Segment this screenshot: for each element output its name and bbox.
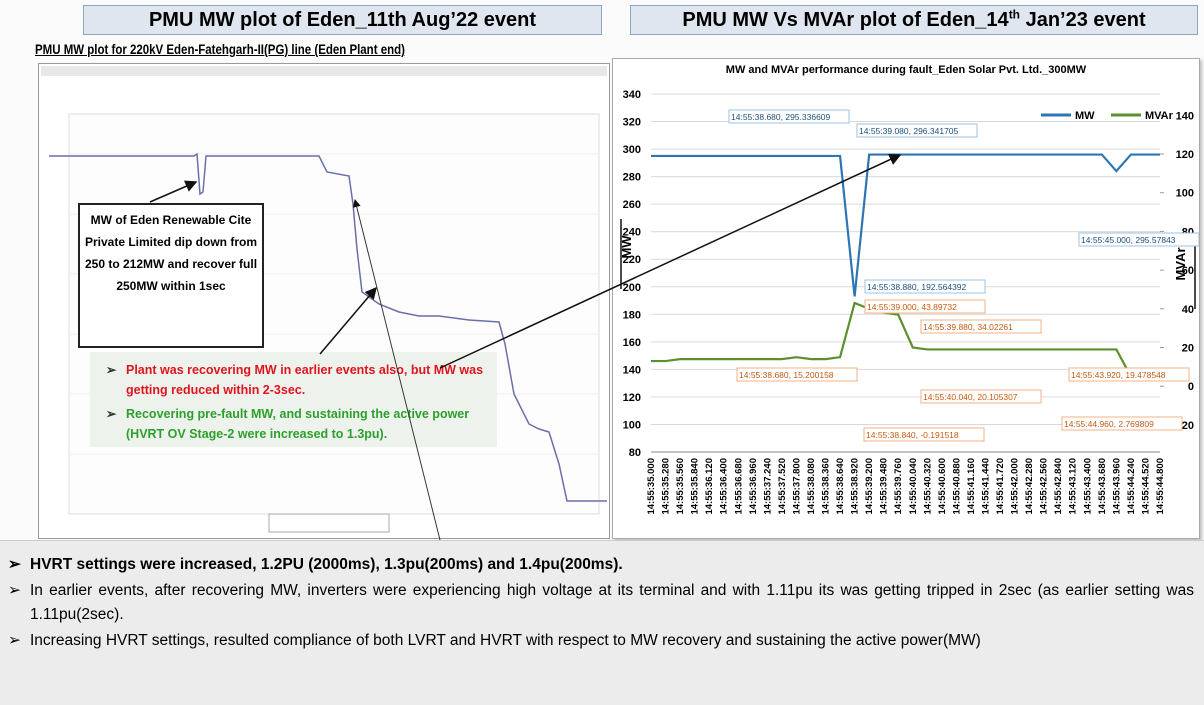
- annotation: 14:55:39.080, 296.341705: [859, 126, 959, 136]
- bullets: HVRT settings were increased, 1.2PU (200…: [0, 540, 1204, 705]
- x-tick-label: 14:55:41.440: [980, 458, 991, 515]
- bullet: Increasing HVRT settings, resulted compl…: [8, 629, 1194, 653]
- y-tick-label: 300: [623, 144, 641, 156]
- y-tick-label: 260: [623, 199, 641, 211]
- bullet: In earlier events, after recovering MW, …: [8, 579, 1194, 627]
- x-tick-label: 14:55:40.040: [908, 458, 919, 515]
- right-title: PMU MW Vs MVAr plot of Eden_14th Jan’23 …: [630, 5, 1198, 35]
- y2-tick-label: 120: [1176, 149, 1194, 161]
- annotation: 14:55:39.000, 43.89732: [867, 302, 957, 312]
- x-tick-label: 14:55:40.880: [951, 458, 962, 515]
- annotation: 14:55:40.040, 20.105307: [923, 392, 1018, 402]
- x-tick-label: 14:55:36.960: [748, 458, 759, 515]
- x-tick-label: 14:55:38.920: [850, 458, 861, 515]
- legend-label: MVAr: [1145, 110, 1174, 122]
- x-tick-label: 14:55:37.800: [791, 458, 802, 515]
- y-tick-label: 280: [623, 172, 641, 184]
- note: Recovering pre-fault MW, and sustaining …: [100, 404, 491, 444]
- annotation: 14:55:38.680, 15.200158: [739, 370, 834, 380]
- y2-axis-label: MVAr: [1173, 248, 1188, 281]
- x-tick-label: 14:55:35.840: [690, 458, 701, 515]
- y2-tick-label: 100: [1176, 188, 1194, 200]
- y-tick-label: 340: [623, 89, 641, 101]
- series-line: [651, 153, 1160, 297]
- x-tick-label: 14:55:37.520: [777, 458, 788, 515]
- annotation: 14:55:38.880, 192.564392: [867, 282, 967, 292]
- y-tick-label: 180: [623, 309, 641, 321]
- x-tick-label: 14:55:43.680: [1097, 458, 1108, 515]
- left-subtitle: PMU MW plot for 220kV Eden-Fatehgarh-II(…: [35, 41, 405, 57]
- annotation-box: [1068, 367, 1190, 382]
- x-tick-label: 14:55:39.760: [893, 458, 904, 515]
- x-tick-label: 14:55:38.080: [806, 458, 817, 515]
- legend-label: MW: [1075, 110, 1095, 122]
- x-tick-label: 14:55:40.600: [937, 458, 948, 515]
- x-tick-label: 14:55:41.720: [995, 458, 1006, 515]
- y2-tick-label: 60: [1182, 265, 1194, 277]
- x-tick-label: 14:55:42.280: [1024, 458, 1035, 515]
- x-tick-label: 14:55:35.280: [661, 458, 672, 515]
- x-tick-label: 14:55:42.000: [1010, 458, 1021, 515]
- annotation-box: [856, 123, 978, 138]
- x-tick-label: 14:55:44.800: [1155, 458, 1166, 515]
- y2-tick-label: 40: [1182, 304, 1194, 316]
- left-title: PMU MW plot of Eden_11th Aug’22 event: [83, 5, 602, 35]
- annotation-box: [920, 389, 1042, 404]
- x-tick-label: 14:55:44.520: [1140, 458, 1151, 515]
- x-tick-label: 14:55:38.640: [835, 458, 846, 515]
- notes: Plant was recovering MW in earlier event…: [90, 352, 497, 447]
- bullet: HVRT settings were increased, 1.2PU (200…: [8, 553, 1194, 577]
- y-tick-label: 200: [623, 282, 641, 294]
- x-tick-label: 14:55:36.400: [719, 458, 730, 515]
- y2-tick-label: 0: [1188, 381, 1194, 393]
- annotation-box: [920, 319, 1042, 334]
- x-tick-label: 14:55:42.840: [1053, 458, 1064, 515]
- x-tick-label: 14:55:44.240: [1126, 458, 1137, 515]
- y-tick-label: 140: [623, 364, 641, 376]
- x-tick-label: 14:55:43.400: [1082, 458, 1093, 515]
- x-tick-label: 14:55:43.960: [1111, 458, 1122, 515]
- annotation: 14:55:38.840, -0.191518: [866, 430, 959, 440]
- x-tick-label: 14:55:42.560: [1039, 458, 1050, 515]
- y-tick-label: 320: [623, 117, 641, 129]
- x-tick-label: 14:55:35.560: [675, 458, 686, 515]
- x-tick-label: 14:55:36.680: [733, 458, 744, 515]
- x-tick-label: 14:55:41.160: [966, 458, 977, 515]
- annotation-box: [728, 109, 850, 124]
- y-tick-label: 80: [629, 447, 641, 459]
- right-chart: MW and MVAr performance during fault_Ede…: [612, 58, 1200, 539]
- callout: MW of Eden Renewable Cite Private Limite…: [78, 203, 264, 348]
- x-tick-label: 14:55:35.000: [646, 458, 657, 515]
- x-tick-label: 14:55:38.360: [821, 458, 832, 515]
- y-tick-label: 160: [623, 337, 641, 349]
- y2-tick-label: 20: [1182, 343, 1194, 355]
- title-sup: th: [1008, 7, 1021, 22]
- title-part: Jan’23 event: [1020, 9, 1146, 31]
- annotation: 14:55:45.000, 295.57843: [1081, 235, 1176, 245]
- annotation: 14:55:44.960, 2.769809: [1064, 419, 1154, 429]
- x-tick-label: 14:55:39.200: [864, 458, 875, 515]
- x-tick-label: 14:55:36.120: [704, 458, 715, 515]
- x-tick-label: 14:55:37.240: [762, 458, 773, 515]
- annotation: 14:55:39.880, 34.02261: [923, 322, 1013, 332]
- y-tick-label: 120: [623, 392, 641, 404]
- chart-title: MW and MVAr performance during fault_Ede…: [726, 64, 1087, 76]
- y-tick-label: 100: [623, 419, 641, 431]
- x-tick-label: 14:55:40.320: [922, 458, 933, 515]
- x-tick-label: 14:55:39.480: [879, 458, 890, 515]
- annotation-box: [863, 427, 985, 442]
- note: Plant was recovering MW in earlier event…: [100, 360, 491, 400]
- annotation: 14:55:38.680, 295.336609: [731, 112, 831, 122]
- title-part: PMU MW Vs MVAr plot of Eden_14: [682, 9, 1009, 31]
- annotation: 14:55:43.920, 19.478548: [1071, 370, 1166, 380]
- toolbar: [41, 66, 607, 76]
- y2-tick-label: 140: [1176, 110, 1194, 122]
- annotation-box: [1061, 416, 1183, 431]
- legend: [268, 513, 390, 533]
- x-tick-label: 14:55:43.120: [1068, 458, 1079, 515]
- chart: MW and MVAr performance during fault_Ede…: [619, 64, 1200, 515]
